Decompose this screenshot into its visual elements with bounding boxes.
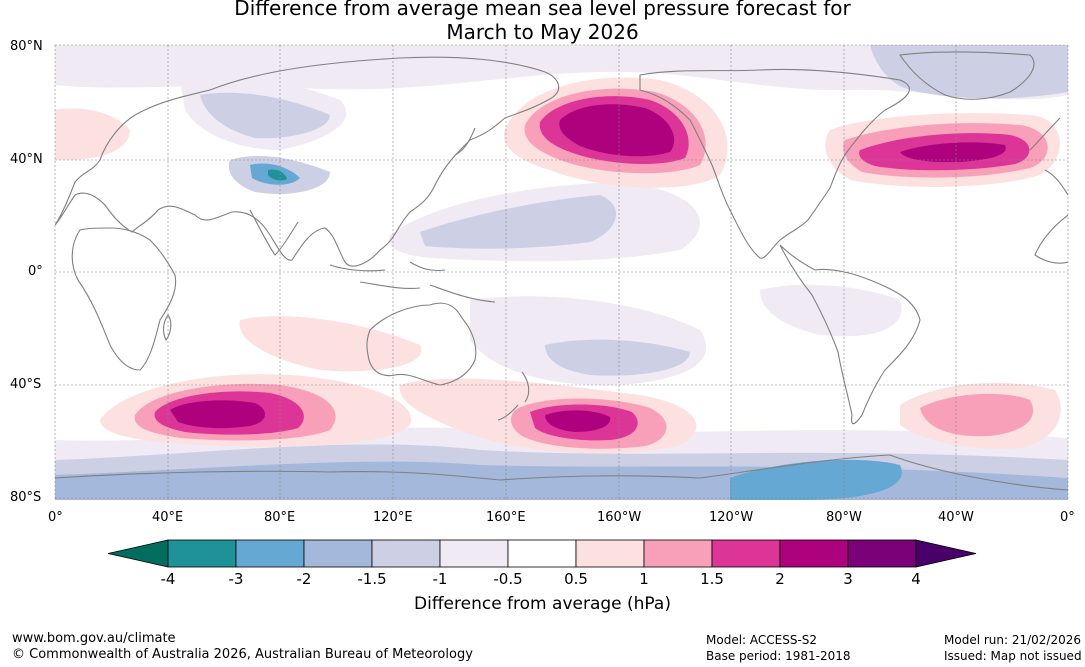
lat-label-0: 0° (28, 264, 43, 279)
footer-base-period: Base period: 1981-2018 (706, 649, 851, 663)
colorbar-bin (371, 539, 441, 568)
south-pacific-low (545, 339, 690, 376)
coast-north-america (639, 68, 910, 259)
colorbar-level: -4 (160, 570, 176, 588)
siberia-low-mid (200, 92, 330, 139)
lon-label-80e: 80°E (264, 510, 296, 525)
colorbar-title: Difference from average (hPa) (414, 594, 671, 614)
colorbar-level: -1 (432, 570, 448, 588)
indian-high-2 (170, 400, 266, 429)
coast-eurasia (55, 56, 560, 267)
coastlines (55, 51, 1068, 491)
lon-label-40e: 40°E (152, 510, 184, 525)
nz-high-2 (545, 410, 611, 432)
lon-label-0-right: 0° (1060, 510, 1075, 525)
coast-africa (71, 227, 177, 371)
coast-europe (1029, 117, 1068, 196)
colorbar-bin (575, 539, 645, 568)
colorbar-min-arrow (107, 539, 169, 568)
lat-label-80n: 80°N (10, 39, 43, 54)
colorbar-level: -3 (228, 570, 244, 588)
colorbar-bin (847, 539, 917, 568)
lat-label-40n: 40°N (10, 152, 43, 167)
lat-label-40s: 40°S (10, 377, 42, 392)
footer-model-run: Model run: 21/02/2026 (944, 633, 1082, 647)
coast-indonesia (329, 261, 496, 303)
greenland-low (870, 45, 1068, 99)
lon-label-40w: 40°W (938, 510, 974, 525)
tibet-low-core (268, 169, 287, 181)
atlantic-high-2 (900, 142, 1006, 163)
colorbar-level: 0.5 (564, 570, 588, 588)
colorbar-level: 1.5 (700, 570, 724, 588)
indian-subtropical-high (239, 316, 422, 372)
lon-label-80w: 80°W (826, 510, 862, 525)
colorbar-bin (303, 539, 373, 568)
arctic-low-lavender (55, 45, 1068, 100)
lon-label-0-left: 0° (48, 510, 63, 525)
footer-website: www.bom.gov.au/climate (12, 631, 176, 646)
colorbar-bin (507, 539, 577, 568)
colorbar-bin (167, 539, 237, 568)
coast-japan (454, 127, 476, 156)
coast-new-zealand (497, 371, 530, 421)
ross-sea-low (730, 459, 902, 500)
colorbar-bin (643, 539, 713, 568)
coast-greenland (899, 51, 1035, 100)
lon-label-120e: 120°E (373, 510, 413, 525)
colorbar-level: 1 (639, 570, 649, 588)
map-title: Difference from average mean sea level p… (0, 0, 1085, 44)
footer-copyright: © Commonwealth of Australia 2026, Austra… (12, 647, 473, 662)
coast-antarctica (55, 454, 1068, 491)
colorbar-bin (235, 539, 305, 568)
map-title-line-2: March to May 2026 (446, 20, 639, 44)
lon-label-160w: 160°W (597, 510, 642, 525)
east-pacific-lavender (760, 284, 902, 337)
lon-label-120w: 120°W (709, 510, 754, 525)
west-edge-high (55, 108, 130, 161)
map-title-line-1: Difference from average mean sea level p… (234, 0, 851, 20)
lon-label-160e: 160°E (486, 510, 526, 525)
colorbar-bin (439, 539, 509, 568)
colorbar-level: -0.5 (493, 570, 523, 588)
coast-australia (366, 302, 477, 386)
colorbar-level: 3 (843, 570, 853, 588)
footer-issued: Issued: Map not issued (944, 649, 1082, 663)
colorbar-level: 2 (775, 570, 785, 588)
colorbar-level: -1.5 (357, 570, 387, 588)
colorbar-bin (711, 539, 781, 568)
colorbar (107, 539, 977, 568)
colorbar-bin (779, 539, 849, 568)
colorbar-level: -2 (296, 570, 312, 588)
colorbar-level: 4 (911, 570, 921, 588)
aleutian-high-2 (559, 104, 675, 157)
lat-label-80s: 80°S (10, 490, 42, 505)
anomaly-shading (55, 45, 1068, 500)
footer-model: Model: ACCESS-S2 (706, 633, 818, 647)
coast-india (249, 209, 299, 256)
coast-west-africa (1034, 214, 1068, 264)
coast-madagascar (163, 314, 172, 342)
south-atlantic-high-1 (920, 393, 1034, 437)
north-pacific-low (420, 195, 617, 249)
graticule (54, 44, 1069, 500)
colorbar-max-arrow (915, 539, 977, 568)
